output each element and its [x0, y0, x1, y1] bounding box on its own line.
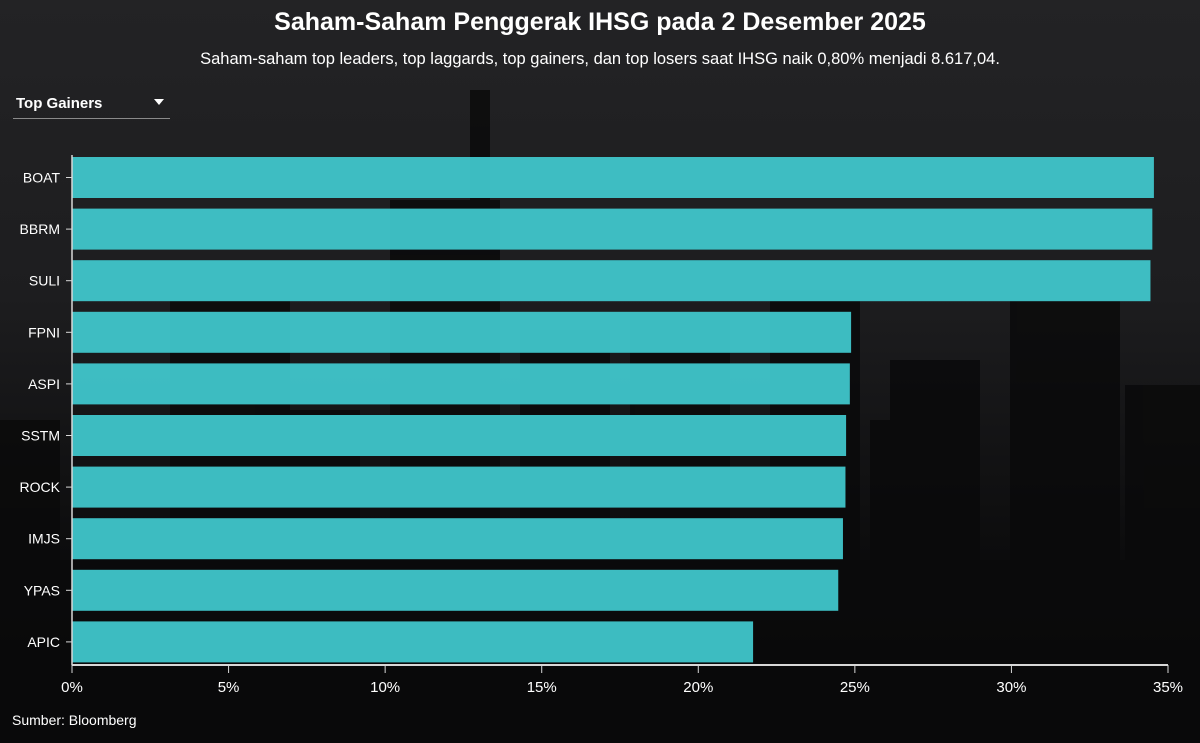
- x-tick-label: 15%: [527, 679, 557, 696]
- bar-bbrm: [72, 208, 1153, 250]
- category-dropdown[interactable]: Top Gainers: [13, 92, 170, 119]
- x-tick-label: 20%: [683, 679, 713, 696]
- x-tick-label: 10%: [370, 679, 400, 696]
- y-tick-label: ROCK: [20, 479, 61, 495]
- x-tick-label: 5%: [218, 679, 240, 696]
- bar-imjs: [72, 518, 843, 560]
- chart-title: Saham-Saham Penggerak IHSG pada 2 Desemb…: [274, 8, 926, 36]
- y-tick-label: BBRM: [20, 221, 60, 237]
- y-tick-label: SSTM: [21, 428, 60, 444]
- bar-rock: [72, 466, 846, 508]
- chart-subtitle: Saham-saham top leaders, top laggards, t…: [200, 50, 1000, 68]
- bar-boat: [72, 157, 1154, 198]
- y-tick-label: SULI: [29, 273, 60, 289]
- bar-fpni: [72, 311, 852, 353]
- y-tick-label: APIC: [27, 634, 60, 650]
- x-tick-label: 30%: [996, 679, 1026, 696]
- y-tick-label: YPAS: [24, 582, 60, 598]
- caret-down-icon: [154, 99, 164, 105]
- x-tick-label: 35%: [1153, 679, 1183, 696]
- y-tick-label: IMJS: [28, 531, 60, 547]
- dropdown-selected-value: Top Gainers: [16, 95, 103, 112]
- y-tick-label: BOAT: [23, 170, 61, 186]
- source-note: Sumber: Bloomberg: [12, 712, 137, 728]
- y-tick-label: FPNI: [28, 324, 60, 340]
- bar-aspi: [72, 363, 850, 405]
- x-tick-label: 0%: [61, 679, 83, 696]
- bar-sstm: [72, 415, 847, 456]
- bar-ypas: [72, 569, 839, 611]
- bar-apic: [72, 621, 754, 663]
- y-tick-label: ASPI: [28, 376, 60, 392]
- bar-suli: [72, 260, 1151, 302]
- x-tick-label: 25%: [840, 679, 870, 696]
